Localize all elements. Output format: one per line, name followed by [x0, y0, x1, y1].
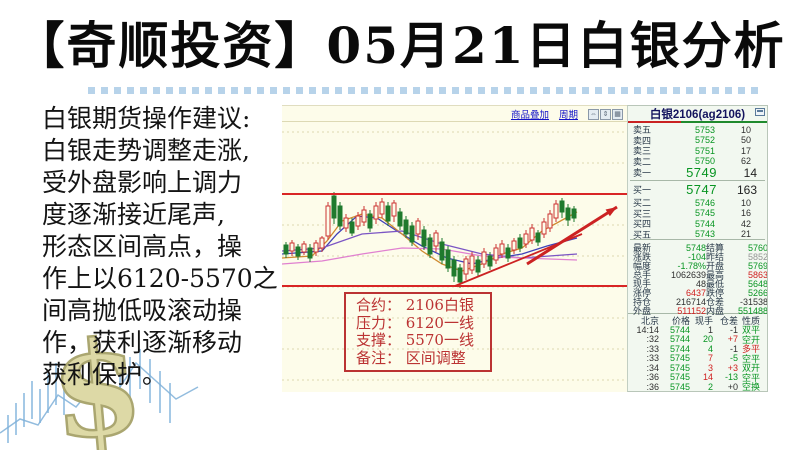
svg-text:$: $ [45, 323, 148, 450]
tick-row: :32 5744 20 +7 空开 [646, 334, 761, 345]
title-underline [628, 121, 767, 123]
tick-row: :33 5745 7 -5 空平 [646, 353, 761, 364]
summary-row: 涨停 6437 跌停 5266 [633, 287, 768, 299]
summary-row: 幅度 -1.78% 开盘 5769 [633, 260, 768, 272]
advice-line: 作，获利逐渐移动 [42, 328, 243, 357]
chart-toolbar: 商品叠加 周期 ⇔ ⇕ ▦ [282, 106, 627, 122]
bid-row[interactable]: 买二 5746 10 [633, 197, 751, 209]
summary-row: 外盘 511152 内盘 551488 [633, 305, 768, 317]
period-link[interactable]: 周期 [558, 110, 578, 121]
annotation-line: 压力： 6120一线 [356, 313, 474, 332]
bid1-row[interactable]: 买一 5747 163 [633, 182, 757, 197]
advice-line: 白银期货操作建议: [42, 104, 251, 133]
analysis-annotation-box: 合约： 2106白银 压力： 6120一线 支撑： 5570一线 备注： 区间调整 [344, 292, 492, 372]
toolbar-button-2[interactable]: ⇕ [600, 108, 611, 120]
quote-panel: 白银2106(ag2106) 卖五 5753 10 卖四 5752 50 卖三 5751 17 卖… [627, 105, 768, 392]
tick-row: :33 5744 4 -1 多平 [646, 343, 761, 355]
contract-title: 白银2106(ag2106) [649, 108, 746, 121]
summary-row: 持仓 216714 仓差 -31538 [633, 296, 768, 308]
page-title: 【奇顺投资】05月21日白银分析 [14, 16, 786, 75]
summary-row: 涨跌 -104 昨结 5852 [633, 251, 768, 263]
dotted-divider [88, 87, 794, 95]
bid-row[interactable]: 买五 5743 21 [633, 229, 751, 240]
trading-software-window: 商品叠加 周期 ⇔ ⇕ ▦ 合约： 2106白银 压力： 6120一线 支撑： 5570… [282, 105, 768, 392]
quote-summary: 最新 5748 结算 5760 涨跌 -104 昨结 5852 幅度 -1.78% 开盘 5769 总手… [628, 241, 768, 317]
tick-table: 14:14 5744 1 -1 双平:32 5744 20 +7 空开:33 5744 4 -1 多平:… [628, 323, 767, 392]
tick-row: 14:14 5744 1 -1 双平 [636, 324, 761, 336]
candlestick-chart [282, 131, 627, 381]
tick-row: :34 5745 3 +3 双开 [646, 362, 761, 374]
advice-line: 作上以6120-5570之 [42, 264, 278, 293]
tick-row: :36 5745 14 -13 空平 [646, 372, 761, 383]
toolbar-button-1[interactable]: ⇔ [588, 108, 599, 120]
annotation-line: 合约： 2106白银 [356, 296, 474, 314]
chart-pane: 商品叠加 周期 ⇔ ⇕ ▦ 合约： 2106白银 压力： 6120一线 支撑： 5570… [282, 105, 627, 392]
toolbar-button-3[interactable]: ▦ [612, 108, 623, 120]
advice-line: 获利保护。 [42, 360, 168, 389]
ask-row[interactable]: 卖四 5752 50 [633, 135, 751, 146]
summary-row: 总手 1062639 最高 5863 [633, 269, 768, 281]
annotation-line: 备注： 区间调整 [356, 348, 466, 367]
ask-row[interactable]: 卖二 5750 62 [633, 156, 751, 167]
bid-row[interactable]: 买四 5744 42 [633, 218, 751, 230]
annotation-line: 支撑： 5570一线 [356, 331, 474, 349]
advice-line: 白银走势调整走涨, [42, 136, 250, 165]
advice-line: 受外盘影响上调力 [42, 168, 243, 197]
tick-row: :36 5745 2 +0 空换 [646, 381, 761, 392]
restore-window-icon[interactable] [755, 108, 765, 116]
toolbar-button-group: ⇔ ⇕ ▦ [588, 108, 623, 120]
tick-table-header: 北京 价格 现手 仓差 性质 [628, 313, 767, 326]
ask-row[interactable]: 卖五 5753 10 [633, 124, 751, 136]
advice-text: 白银期货操作建议: 白银走势调整走涨, 受外盘影响上调力 度逐渐接近尾声, 形态区间高点… [42, 103, 287, 391]
summary-row: 最新 5748 结算 5760 [633, 242, 768, 254]
dollar-candlestick-watermark: $ [0, 308, 200, 450]
advice-line: 度逐渐接近尾声, [42, 200, 225, 229]
bid-levels: 买二 5746 10 买三 5745 16 买四 5744 42 买五 5743 21 [628, 196, 767, 240]
ask-row[interactable]: 卖三 5751 17 [633, 145, 751, 157]
bid-row[interactable]: 买三 5745 16 [633, 208, 751, 219]
summary-row: 现手 48 最低 5648 [633, 278, 768, 290]
ask1-row[interactable]: 卖一 5749 14 [633, 165, 757, 180]
overlay-link[interactable]: 商品叠加 [510, 110, 549, 121]
advice-line: 间高抛低吸滚动操 [42, 296, 243, 325]
advice-line: 形态区间高点，操 [42, 232, 243, 261]
ask-levels: 卖五 5753 10 卖四 5752 50 卖三 5751 17 卖二 5750 62 [628, 123, 767, 167]
